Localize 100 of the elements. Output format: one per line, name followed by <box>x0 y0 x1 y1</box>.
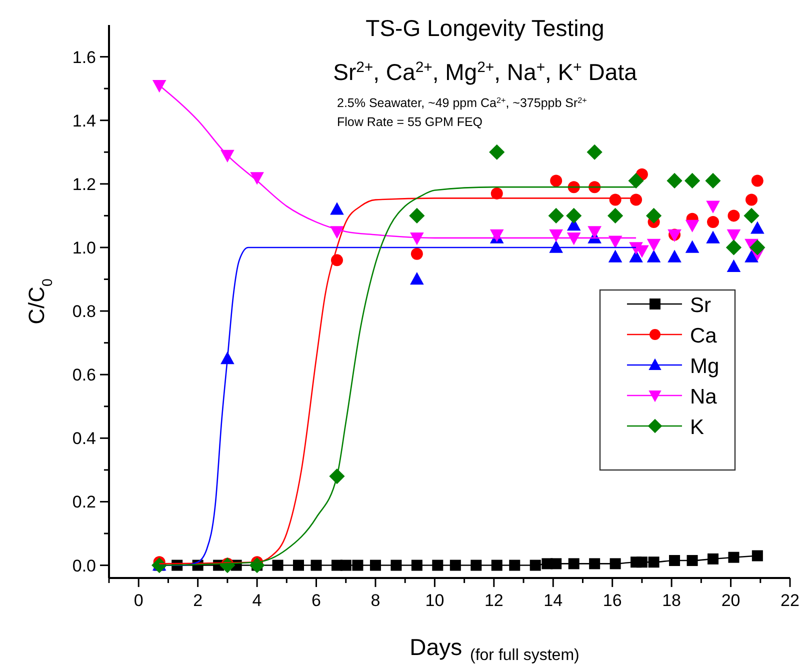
point <box>549 229 563 242</box>
point <box>608 208 624 224</box>
point <box>272 560 284 571</box>
point <box>750 240 766 256</box>
point <box>648 556 660 568</box>
x-tick-label: 14 <box>544 591 563 610</box>
point <box>589 558 600 570</box>
point <box>249 557 265 574</box>
point <box>450 560 461 571</box>
x-tick-label: 4 <box>252 591 262 610</box>
point <box>410 248 423 260</box>
x-tick-label: 8 <box>370 591 380 610</box>
x-axis-title: Days <box>410 634 462 660</box>
y-tick-label: 1.6 <box>72 48 96 67</box>
point <box>628 172 644 189</box>
point <box>752 550 763 562</box>
legend-label: Mg <box>690 355 720 378</box>
x-tick-label: 22 <box>780 591 800 610</box>
point <box>330 202 344 215</box>
point <box>684 172 700 189</box>
point <box>250 172 264 185</box>
y-tick-label: 0.0 <box>72 556 96 576</box>
point <box>310 560 322 571</box>
chart-title: TS-G Longevity Testing <box>366 15 604 41</box>
point <box>726 259 741 272</box>
point <box>608 250 622 262</box>
point <box>352 560 364 571</box>
point <box>669 555 680 566</box>
legend-label: Ca <box>690 324 718 348</box>
point <box>685 240 700 253</box>
point <box>568 558 580 570</box>
point <box>646 250 661 262</box>
point <box>705 172 721 189</box>
legend-label: Na <box>690 386 718 408</box>
point <box>489 144 505 160</box>
point <box>707 216 720 228</box>
point <box>340 560 352 571</box>
point <box>409 208 425 224</box>
point <box>668 250 682 262</box>
point <box>566 208 582 224</box>
point <box>666 172 682 189</box>
x-tick-label: 12 <box>484 591 504 610</box>
y-tick-label: 0.2 <box>72 492 96 512</box>
y-tick-label: 1.2 <box>72 174 96 194</box>
y-tick-label: 1.4 <box>72 111 96 130</box>
point <box>411 560 422 571</box>
point <box>708 553 719 564</box>
point <box>685 220 700 232</box>
point <box>586 144 602 160</box>
point <box>726 229 741 242</box>
y-tick-label: 1.0 <box>72 238 96 258</box>
legend-label: Sr <box>690 294 712 317</box>
point <box>646 208 662 224</box>
point <box>750 221 764 234</box>
point <box>588 226 602 239</box>
point <box>728 210 740 222</box>
point <box>728 552 740 563</box>
point <box>292 560 304 571</box>
text: Sr$^{2+}$, Ca$^{2+}$, Mg$^{2+}$, Na$^{+}$, K$^{+}$ Data <box>333 58 637 85</box>
point <box>646 238 661 252</box>
point <box>410 272 424 285</box>
point <box>746 194 758 206</box>
x-tick-label: 6 <box>312 591 321 610</box>
point <box>491 560 502 571</box>
x-tick-label: 2 <box>193 591 203 610</box>
point <box>751 174 764 187</box>
y-tick-label: 0.6 <box>72 366 96 385</box>
point <box>630 194 642 206</box>
point <box>744 208 760 224</box>
point <box>432 560 444 571</box>
annotation: Flow Rate = 55 GPM FEQ <box>337 115 483 129</box>
x-tick-label: 18 <box>662 591 682 610</box>
legend-label: K <box>690 416 704 439</box>
x-tick-label: 16 <box>602 591 622 610</box>
point <box>470 560 482 571</box>
point <box>550 174 562 187</box>
point <box>370 560 381 571</box>
point <box>566 232 581 246</box>
x-tick-label: 10 <box>425 591 444 610</box>
point <box>726 240 742 256</box>
point <box>686 555 698 566</box>
point <box>390 560 402 571</box>
point <box>610 558 621 570</box>
point <box>490 187 503 200</box>
point <box>548 208 564 224</box>
point <box>636 556 648 568</box>
y-tick-label: 0.4 <box>72 429 96 448</box>
point <box>530 560 541 571</box>
point <box>152 80 166 93</box>
point <box>509 560 520 571</box>
text: (for full system) <box>470 647 580 664</box>
point <box>706 230 720 244</box>
point <box>549 240 563 253</box>
annotation: 2.5% Seawater, ~49 ppm Ca$^{2+}$, ~375ppb Sr$^{2+}$ <box>337 96 588 110</box>
point <box>706 200 720 214</box>
point <box>550 558 562 570</box>
point <box>744 250 758 262</box>
x-tick-label: 20 <box>721 591 740 610</box>
x-tick-label: 0 <box>134 591 144 610</box>
y-tick-label: 0.8 <box>72 302 96 322</box>
